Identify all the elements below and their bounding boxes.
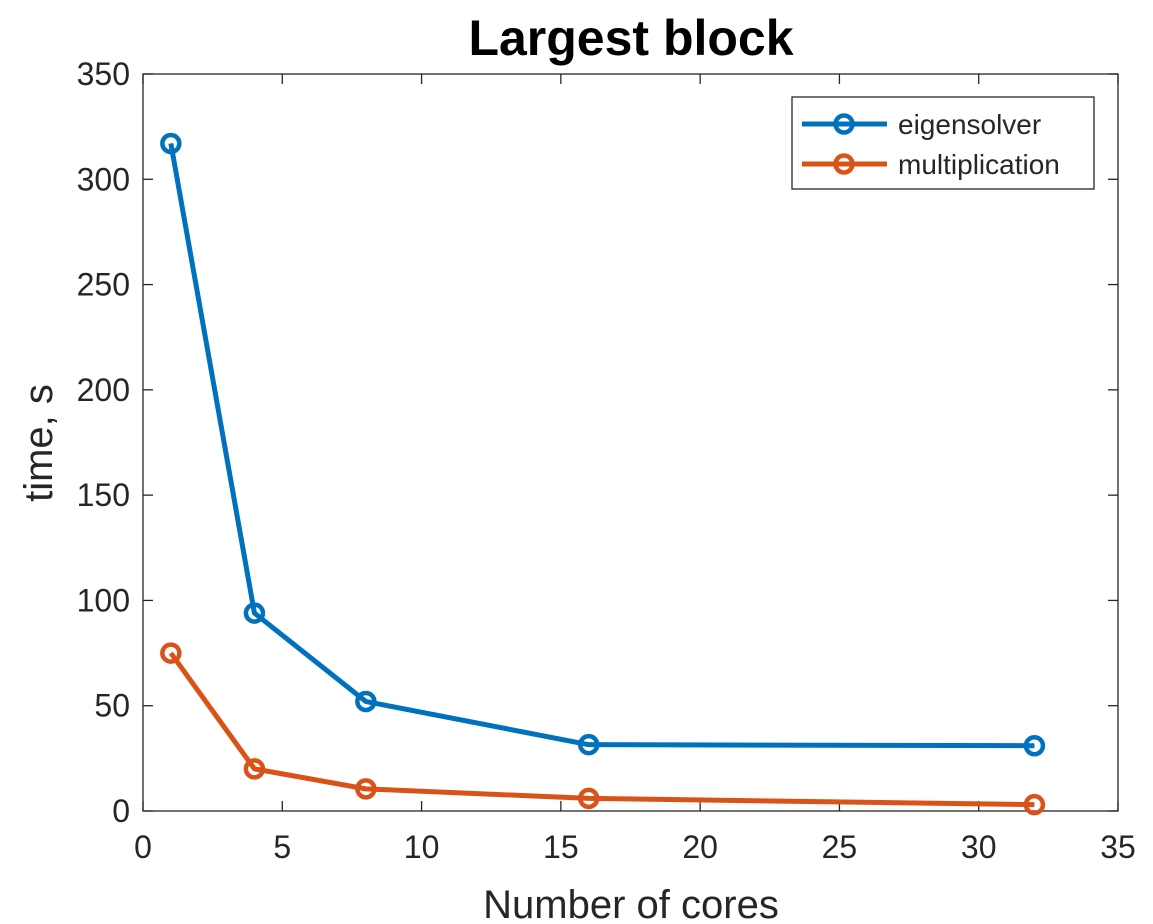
legend: eigensolver multiplication: [791, 96, 1095, 190]
data-point: [355, 690, 377, 713]
legend-marker: [833, 113, 855, 135]
data-point: [160, 132, 182, 155]
y-axis-label: time, s: [17, 384, 61, 502]
data-point: [243, 758, 266, 780]
series-layer: [160, 132, 1046, 816]
series-line: [168, 651, 1035, 808]
x-tick-label: 0: [134, 829, 152, 865]
x-tick-label: 35: [1100, 829, 1136, 865]
x-tick-label: 10: [404, 829, 440, 865]
data-point: [577, 787, 600, 810]
x-tick-label: 20: [682, 829, 718, 865]
y-tick-label: 100: [77, 582, 130, 618]
plot-area: [142, 73, 1119, 812]
x-tick-label: 5: [273, 829, 291, 865]
x-tick-label: 30: [961, 829, 997, 865]
y-tick-label: 200: [77, 372, 130, 408]
y-tick-label: 350: [77, 56, 130, 92]
y-tick-label: 300: [77, 161, 130, 197]
y-tick-label: 250: [77, 267, 130, 303]
data-point: [355, 778, 377, 800]
legend-marker: [833, 153, 855, 175]
data-point: [577, 733, 600, 756]
series-line: [168, 143, 1035, 749]
series-multiplication: [160, 642, 1046, 816]
legend-label: eigensolver: [898, 109, 1041, 140]
data-point: [1023, 734, 1046, 757]
series-eigensolver: [160, 132, 1046, 757]
y-tick-label: 0: [112, 793, 130, 829]
data-point: [160, 642, 182, 664]
data-point: [1023, 793, 1046, 816]
x-tick-label: 15: [543, 829, 579, 865]
chart-title: Largest block: [468, 10, 793, 66]
legend-entry: multiplication: [802, 149, 1060, 180]
data-point: [243, 602, 266, 624]
legend-entry: eigensolver: [802, 109, 1041, 140]
x-axis-label: Number of cores: [483, 883, 779, 924]
y-tick-label: 50: [94, 688, 130, 724]
y-tick-label: 150: [77, 477, 130, 513]
x-tick-label: 25: [822, 829, 858, 865]
legend-label: multiplication: [898, 149, 1060, 180]
